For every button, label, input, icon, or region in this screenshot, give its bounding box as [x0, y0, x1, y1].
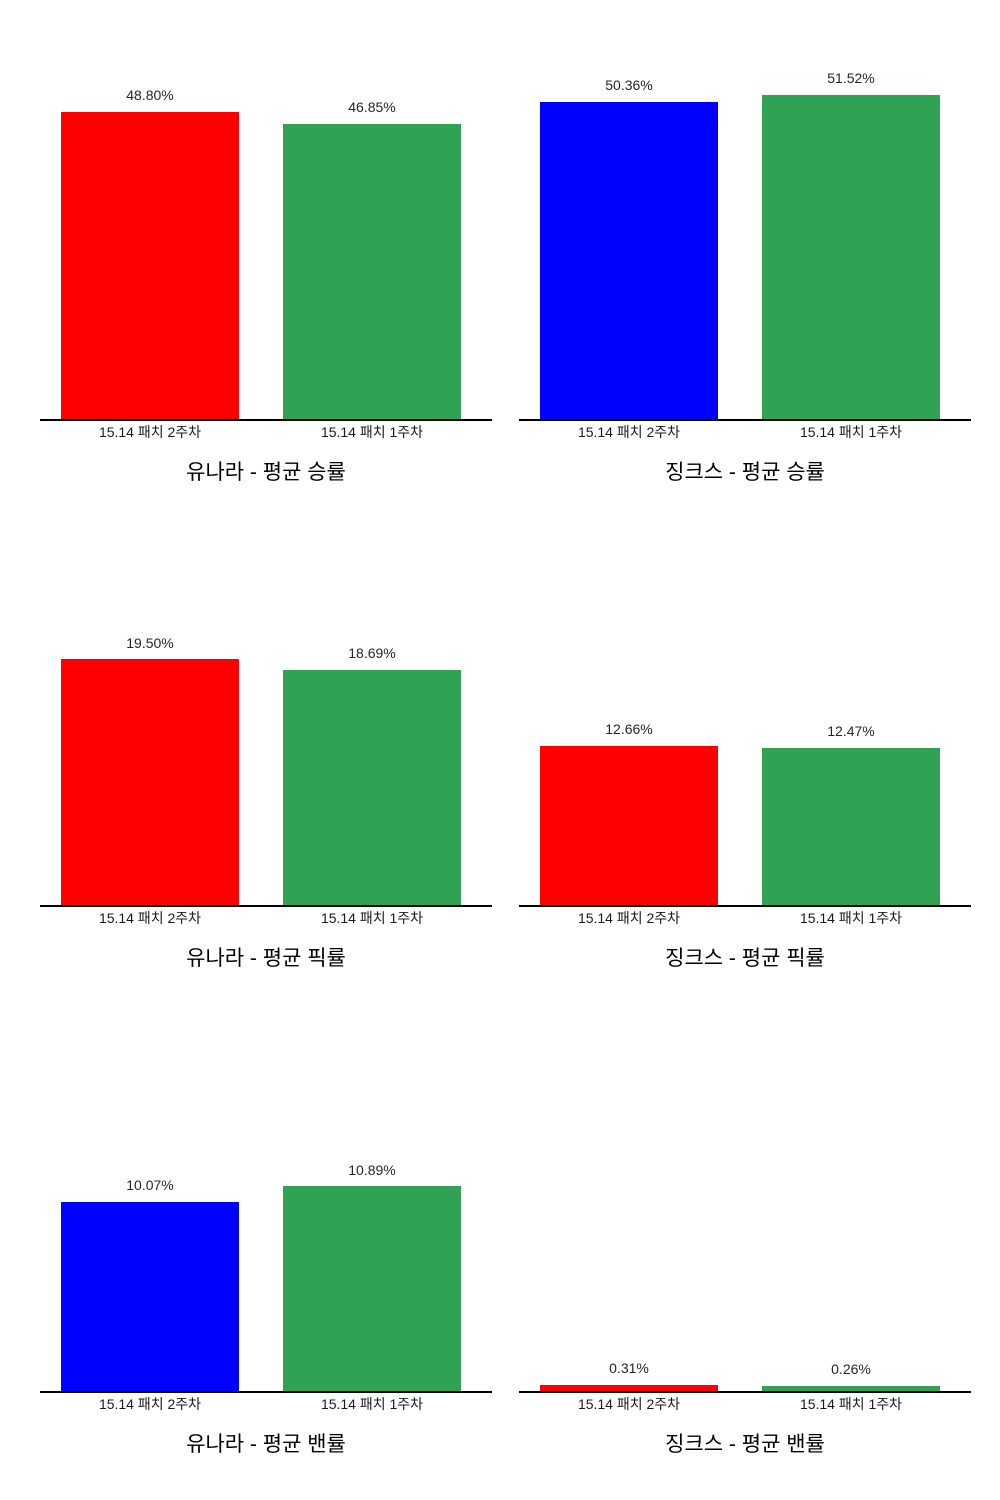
bar [762, 748, 940, 905]
plot-area: 0.31% 0.26% 15.14 패치 2주차 15.14 패치 1주차 [519, 1051, 971, 1412]
plot-area: 19.50% 18.69% 15.14 패치 2주차 15.14 패치 1주차 [40, 565, 492, 926]
bar-group: 19.50% [61, 635, 239, 905]
bar [540, 101, 718, 419]
x-axis-line [519, 905, 971, 907]
bar-group: 48.80% [61, 87, 239, 419]
bar-group: 0.26% [762, 1361, 940, 1391]
plot-area: 10.07% 10.89% 15.14 패치 2주차 15.14 패치 1주차 [40, 1051, 492, 1412]
bar-value-label: 18.69% [348, 644, 396, 661]
bar [283, 1186, 461, 1391]
x-tick-label: 15.14 패치 2주차 [98, 910, 202, 926]
bar-group: 51.52% [762, 70, 940, 419]
x-tick-label: 15.14 패치 1주차 [799, 910, 903, 926]
x-tick-label: 15.14 패치 1주차 [320, 424, 424, 440]
bar [540, 745, 718, 905]
chart-title: 징크스 - 평균 승률 [665, 461, 825, 484]
bar-group: 0.31% [540, 1360, 718, 1391]
chart-title: 유나라 - 평균 승률 [186, 461, 346, 484]
x-tick-label: 15.14 패치 1주차 [799, 424, 903, 440]
chart-cell-jinx-banrate: 0.31% 0.26% 15.14 패치 2주차 15.14 패치 1주차 징크… [500, 972, 1000, 1458]
bar-value-label: 51.52% [827, 69, 875, 86]
x-tick-label: 15.14 패치 1주차 [320, 1396, 424, 1412]
chart-cell-yunara-winrate: 48.80% 46.85% 15.14 패치 2주차 15.14 패치 1주차 … [0, 0, 500, 486]
chart-cell-yunara-banrate: 10.07% 10.89% 15.14 패치 2주차 15.14 패치 1주차 … [0, 972, 500, 1458]
bar-value-label: 46.85% [348, 99, 396, 116]
chart-title: 유나라 - 평균 픽률 [186, 947, 346, 970]
chart-title: 징크스 - 평균 픽률 [665, 947, 825, 970]
plot-area: 48.80% 46.85% 15.14 패치 2주차 15.14 패치 1주차 [40, 79, 492, 440]
bar-value-label: 12.66% [605, 720, 653, 737]
x-axis-line [519, 1391, 971, 1393]
x-axis-line [40, 905, 492, 907]
bar-group: 12.66% [540, 721, 718, 905]
bar-group: 18.69% [283, 645, 461, 905]
bar-group: 12.47% [762, 723, 940, 905]
bar [61, 1201, 239, 1391]
bar-group: 46.85% [283, 99, 461, 419]
bar [762, 94, 940, 419]
bar-value-label: 10.89% [348, 1161, 396, 1178]
bar-value-label: 50.36% [605, 77, 653, 94]
bar [283, 124, 461, 419]
bar-group: 10.07% [61, 1177, 239, 1391]
x-tick-label: 15.14 패치 2주차 [98, 424, 202, 440]
chart-cell-jinx-winrate: 50.36% 51.52% 15.14 패치 2주차 15.14 패치 1주차 … [500, 0, 1000, 486]
x-tick-label: 15.14 패치 2주차 [577, 424, 681, 440]
bar-value-label: 0.26% [831, 1361, 871, 1378]
x-tick-label: 15.14 패치 2주차 [98, 1396, 202, 1412]
bar-group: 50.36% [540, 77, 718, 419]
bar-value-label: 0.31% [609, 1360, 649, 1377]
bar-value-label: 12.47% [827, 723, 875, 740]
bar-value-label: 48.80% [126, 86, 174, 103]
plot-area: 50.36% 51.52% 15.14 패치 2주차 15.14 패치 1주차 [519, 70, 971, 440]
bar [61, 111, 239, 419]
chart-title: 유나라 - 평균 밴률 [186, 1433, 346, 1456]
bar-value-label: 10.07% [126, 1177, 174, 1194]
x-axis-line [519, 419, 971, 421]
x-tick-label: 15.14 패치 1주차 [799, 1396, 903, 1412]
chart-cell-jinx-pickrate: 12.66% 12.47% 15.14 패치 2주차 15.14 패치 1주차 … [500, 486, 1000, 972]
bar-group: 10.89% [283, 1162, 461, 1391]
x-tick-label: 15.14 패치 2주차 [577, 910, 681, 926]
bar-value-label: 19.50% [126, 634, 174, 651]
x-tick-label: 15.14 패치 2주차 [577, 1396, 681, 1412]
plot-area: 12.66% 12.47% 15.14 패치 2주차 15.14 패치 1주차 [519, 565, 971, 926]
x-axis-line [40, 419, 492, 421]
bar [283, 669, 461, 905]
chart-cell-yunara-pickrate: 19.50% 18.69% 15.14 패치 2주차 15.14 패치 1주차 … [0, 486, 500, 972]
bar [540, 1385, 718, 1391]
x-tick-label: 15.14 패치 1주차 [320, 910, 424, 926]
x-axis-line [40, 1391, 492, 1393]
chart-title: 징크스 - 평균 밴률 [665, 1433, 825, 1456]
bar [61, 659, 239, 905]
bar [762, 1386, 940, 1391]
